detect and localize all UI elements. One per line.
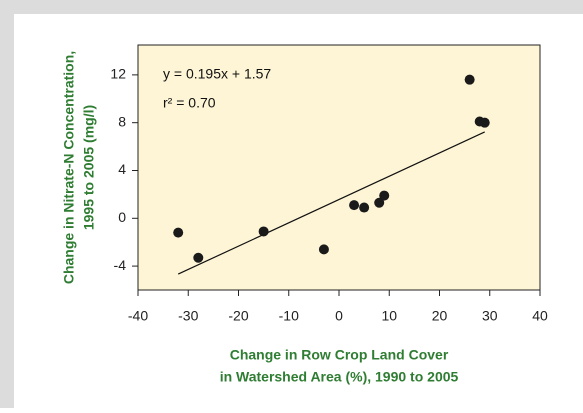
- x-axis-label: Change in Row Crop Land Cover: [230, 347, 449, 363]
- point: [349, 200, 360, 211]
- x-tick-label: 0: [335, 308, 343, 324]
- point: [173, 227, 184, 238]
- x-tick-label: -10: [279, 308, 299, 324]
- equation: y = 0.195x + 1.57: [163, 66, 271, 82]
- trend-line: [177, 131, 485, 275]
- x-tick-label: -40: [128, 308, 148, 324]
- r-squared: r² = 0.70: [163, 95, 216, 111]
- x-tick-label: -30: [178, 308, 198, 324]
- x-tick-label: 30: [482, 308, 498, 324]
- x-tick-label: 10: [381, 308, 397, 324]
- point: [464, 74, 475, 85]
- x-tick-label: 40: [532, 308, 548, 324]
- x-axis-label: in Watershed Area (%), 1990 to 2005: [220, 369, 459, 385]
- point: [193, 252, 204, 263]
- plot-area: [137, 44, 541, 291]
- point: [374, 197, 385, 208]
- y-tick-label: -4: [114, 257, 127, 273]
- y-tick-label: 12: [110, 66, 126, 82]
- point: [479, 117, 490, 128]
- y-tick-label: 0: [118, 209, 126, 225]
- point: [258, 226, 269, 237]
- y-tick-label: 4: [118, 161, 126, 177]
- x-tick-label: -20: [228, 308, 248, 324]
- point: [359, 202, 370, 213]
- x-tick-label: 20: [432, 308, 448, 324]
- point: [318, 244, 329, 255]
- point: [379, 190, 390, 201]
- y-tick-label: 8: [118, 113, 126, 129]
- y-axis-label: 1995 to 2005 (mg/l): [81, 105, 97, 230]
- y-axis-label: Change in Nitrate-N Concentration,: [61, 51, 77, 284]
